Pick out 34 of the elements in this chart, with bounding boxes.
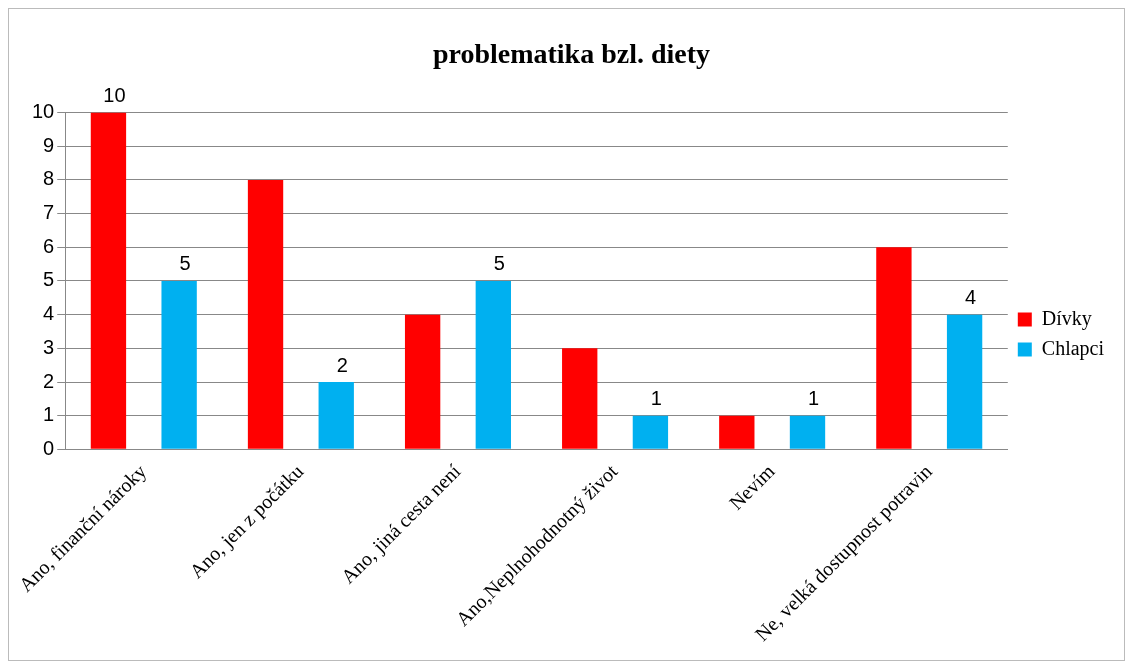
data-label: 4	[965, 286, 977, 309]
bar	[318, 382, 354, 449]
bar	[789, 415, 826, 449]
bar	[90, 112, 127, 449]
data-label: 10	[103, 84, 126, 107]
bar	[404, 314, 441, 449]
bar	[719, 415, 755, 449]
data-label: 1	[807, 387, 820, 410]
data-label: 5	[493, 252, 505, 275]
y-tick-label: 9	[43, 133, 55, 156]
bar	[475, 280, 511, 449]
bar	[946, 314, 983, 449]
bar	[161, 280, 197, 449]
y-tick-label: 1	[43, 403, 55, 426]
legend-label: Chlapci	[1041, 336, 1105, 360]
chart-title: problematika bzl. diety	[432, 38, 711, 70]
y-tick-label: 3	[43, 335, 55, 358]
data-label: 2	[336, 353, 348, 376]
y-tick-label: 0	[43, 436, 55, 459]
legend-label: Dívky	[1041, 306, 1092, 330]
x-tick-label: Ano, jiná cesta není	[336, 459, 466, 589]
bar	[876, 247, 912, 449]
y-tick-label: 7	[43, 201, 55, 224]
y-tick-label: 2	[43, 369, 55, 392]
bar	[247, 179, 284, 449]
y-tick-label: 10	[32, 100, 55, 123]
y-tick-label: 6	[43, 234, 55, 257]
bar	[632, 415, 669, 449]
data-label: 1	[650, 387, 662, 410]
y-tick-label: 4	[43, 302, 55, 325]
data-label: 5	[179, 252, 191, 275]
y-tick-label: 5	[43, 268, 55, 291]
bar	[562, 348, 598, 449]
y-tick-label: 8	[43, 167, 55, 190]
